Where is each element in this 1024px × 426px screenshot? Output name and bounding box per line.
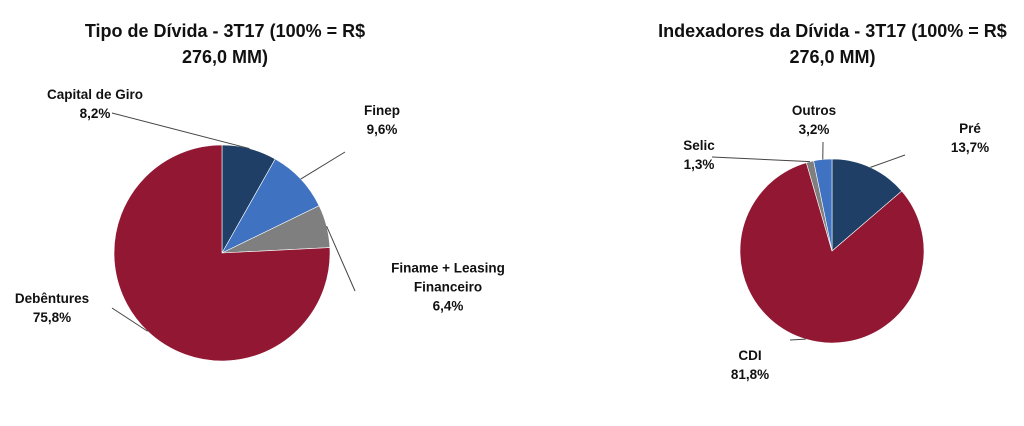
- value-label: 75,8%: [32, 310, 72, 325]
- category-label: CDI: [738, 348, 762, 363]
- category-label: Selic: [683, 138, 715, 153]
- value-label: 9,6%: [366, 122, 398, 137]
- leader-line: [789, 338, 806, 341]
- leader-line: [111, 307, 148, 332]
- leader-line: [111, 112, 250, 150]
- category-label: Capital de Giro: [46, 87, 144, 102]
- value-label: 1,3%: [683, 157, 715, 172]
- pie-slice: [113, 144, 331, 362]
- slice-label: Finep 9,6%: [364, 101, 400, 139]
- value-label: 8,2%: [79, 106, 111, 121]
- leader-line: [300, 151, 346, 180]
- value-label: 13,7%: [950, 140, 990, 155]
- slice-label: Pré 13,7%: [951, 119, 989, 157]
- slice-label: Selic 1,3%: [683, 136, 715, 174]
- pie-slice: [739, 162, 925, 344]
- category-label: Finep: [364, 103, 400, 118]
- slice-label: Capital de Giro 8,2%: [47, 85, 143, 123]
- leader-line: [711, 156, 810, 163]
- category-label: Finame + Leasing Financeiro: [391, 260, 505, 295]
- chart-title: Tipo de Dívida - 3T17 (100% = R$ 276,0 M…: [84, 21, 366, 67]
- value-label: 6,4%: [432, 298, 464, 314]
- category-label: Pré: [959, 121, 981, 136]
- slice-label: Debêntures 75,8%: [15, 289, 89, 327]
- value-label: 3,2%: [798, 122, 830, 137]
- category-label: Outros: [791, 103, 837, 118]
- slice-label: Finame + Leasing Financeiro 6,4%: [373, 259, 523, 316]
- value-label: 81,8%: [730, 367, 770, 382]
- leader-line: [870, 154, 906, 168]
- leader-line: [326, 225, 356, 292]
- pie-slice: [831, 158, 903, 252]
- chart-title: Indexadores da Dívida - 3T17 (100% = R$ …: [658, 21, 1007, 67]
- slice-label: CDI 81,8%: [731, 346, 769, 384]
- slice-label: Outros 3,2%: [792, 101, 836, 139]
- category-label: Debêntures: [14, 291, 90, 306]
